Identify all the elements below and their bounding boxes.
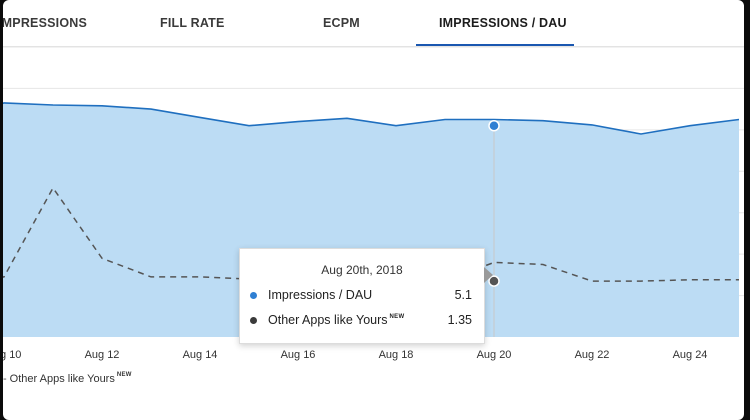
tooltip-row-label: Impressions / DAU <box>268 288 373 302</box>
x-tick-label: Aug 10 <box>3 349 21 361</box>
tab-impressions[interactable]: IMPRESSIONS <box>3 16 88 30</box>
series-dot-icon <box>250 292 257 299</box>
impressions-dau-chart[interactable]: Aug 10 Aug 12 Aug 14 Aug 16 Aug 18 Aug 20 Aug … <box>3 47 744 367</box>
dashed-line-icon: - <box>3 373 7 385</box>
new-badge: NEW <box>389 314 405 320</box>
chart-legend[interactable]: - Other Apps like Yours NEW <box>3 372 132 385</box>
series-line-impressions-dau <box>3 102 740 135</box>
chart-tooltip: Aug 20th, 2018 Impressions / DAU 5.1 Oth… <box>239 248 493 344</box>
tooltip-row-impressions: Impressions / DAU 5.1 <box>250 287 478 305</box>
tooltip-date: Aug 20th, 2018 <box>321 263 403 277</box>
x-tick-label: Aug 14 <box>183 349 218 361</box>
chart-card: IMPRESSIONS FILL RATE ECPM IMPRESSIONS /… <box>3 0 744 420</box>
x-tick-label: Aug 20 <box>477 349 512 361</box>
tooltip-row-label: Other Apps like Yours NEW <box>268 313 405 327</box>
tooltip-row-other-apps: Other Apps like Yours NEW 1.35 <box>250 312 478 330</box>
x-tick-label: Aug 12 <box>85 349 120 361</box>
tab-fill-rate[interactable]: FILL RATE <box>160 16 225 30</box>
legend-label: Other Apps like Yours <box>9 373 115 385</box>
tab-impressions-dau[interactable]: IMPRESSIONS / DAU <box>439 16 567 30</box>
x-tick-label: Aug 18 <box>379 349 414 361</box>
x-tick-label: Aug 16 <box>281 349 316 361</box>
new-badge: NEW <box>116 372 132 378</box>
tooltip-row-value: 1.35 <box>447 313 472 327</box>
tooltip-row-value: 5.1 <box>454 288 472 302</box>
active-tab-indicator <box>416 44 574 46</box>
x-tick-label: Aug 22 <box>575 349 610 361</box>
tooltip-arrow-icon <box>484 267 493 283</box>
highlight-point-impressions-dau <box>488 119 500 132</box>
x-tick-label: Aug 24 <box>673 349 708 361</box>
series-area-impressions-dau <box>3 102 739 337</box>
tab-ecpm[interactable]: ECPM <box>323 16 360 30</box>
series-dot-icon <box>250 317 257 324</box>
metric-tabs: IMPRESSIONS FILL RATE ECPM IMPRESSIONS /… <box>3 0 744 47</box>
